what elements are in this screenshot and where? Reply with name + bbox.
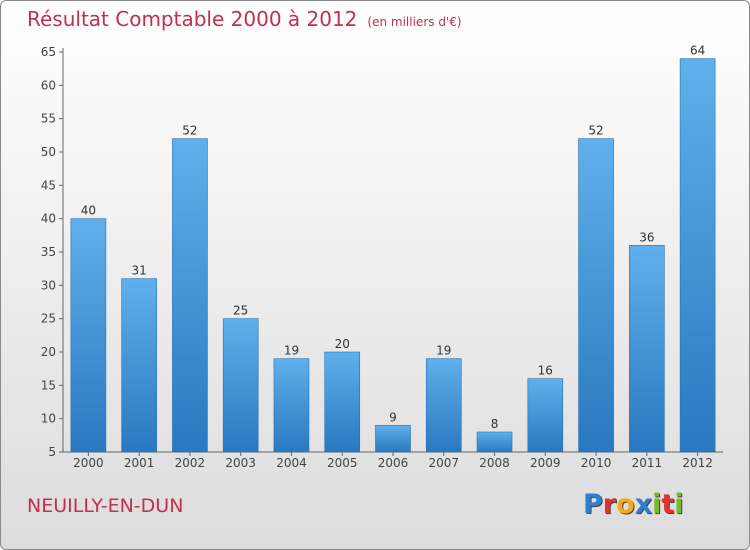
bar-value-label: 52 <box>182 124 197 138</box>
x-tick-label: 2012 <box>682 456 713 470</box>
bar-value-label: 9 <box>389 410 397 424</box>
bar-value-label: 36 <box>639 230 654 244</box>
bar-value-label: 8 <box>491 417 499 431</box>
y-tick-label: 15 <box>41 378 56 392</box>
x-tick-label: 2002 <box>175 456 206 470</box>
town-name: NEUILLY-EN-DUN <box>27 495 184 517</box>
x-tick-label: 2003 <box>225 456 256 470</box>
y-tick-label: 45 <box>41 178 56 192</box>
bar-value-label: 25 <box>233 304 248 318</box>
y-tick-label: 25 <box>41 312 56 326</box>
bar-value-label: 40 <box>81 204 96 218</box>
bar-value-label: 64 <box>690 44 705 58</box>
logo-letter: i <box>652 489 662 520</box>
x-tick-label: 2005 <box>327 456 358 470</box>
x-tick-label: 2001 <box>124 456 155 470</box>
x-tick-label: 2008 <box>479 456 510 470</box>
y-tick-label: 60 <box>41 78 56 92</box>
y-tick-label: 40 <box>41 212 56 226</box>
bar-value-label: 19 <box>436 344 451 358</box>
bar-2011 <box>629 245 665 453</box>
bar-value-label: 52 <box>588 124 603 138</box>
chart-title-text: Résultat Comptable 2000 à 2012 <box>27 7 358 31</box>
x-tick-label: 2000 <box>73 456 104 470</box>
x-tick-label: 2009 <box>530 456 561 470</box>
proxiti-logo: Proxiti <box>583 489 684 520</box>
logo-letter: o <box>616 489 635 520</box>
bar-2006 <box>375 425 411 453</box>
logo-letter: i <box>674 489 684 520</box>
bar-2010 <box>578 138 614 453</box>
y-tick-label: 50 <box>41 145 56 159</box>
x-tick-label: 2010 <box>581 456 612 470</box>
bar-value-label: 16 <box>538 364 553 378</box>
bar-value-label: 31 <box>132 264 147 278</box>
bar-2002 <box>172 138 208 453</box>
x-tick-label: 2011 <box>632 456 663 470</box>
logo-letter: r <box>602 489 617 520</box>
bar-2000 <box>70 218 107 453</box>
bar-2012 <box>679 58 716 453</box>
y-tick-label: 65 <box>41 45 56 59</box>
y-tick-label: 35 <box>41 245 56 259</box>
y-tick-label: 20 <box>41 345 56 359</box>
x-tick-label: 2007 <box>428 456 459 470</box>
bar-2003 <box>222 318 259 453</box>
bar-2004 <box>273 358 310 453</box>
logo-letter: P <box>583 489 603 520</box>
logo-letter: x <box>634 489 653 520</box>
y-tick-label: 30 <box>41 278 56 292</box>
chart-title: Résultat Comptable 2000 à 2012 (en millie… <box>27 7 462 31</box>
bar-2008 <box>476 431 513 453</box>
bar-value-label: 19 <box>284 344 299 358</box>
bar-2001 <box>121 278 157 453</box>
y-tick-label: 55 <box>41 112 56 126</box>
x-tick-label: 2004 <box>276 456 307 470</box>
chart-unit-note: (en milliers d'€) <box>367 15 462 29</box>
bar-value-label: 20 <box>335 337 350 351</box>
bar-2007 <box>425 358 462 453</box>
bar-2009 <box>527 378 564 453</box>
y-tick-label: 10 <box>41 412 56 426</box>
x-tick-label: 2006 <box>378 456 409 470</box>
logo-letter: t <box>661 489 675 520</box>
y-tick-label: 5 <box>48 445 56 459</box>
bar-2005 <box>324 351 361 453</box>
